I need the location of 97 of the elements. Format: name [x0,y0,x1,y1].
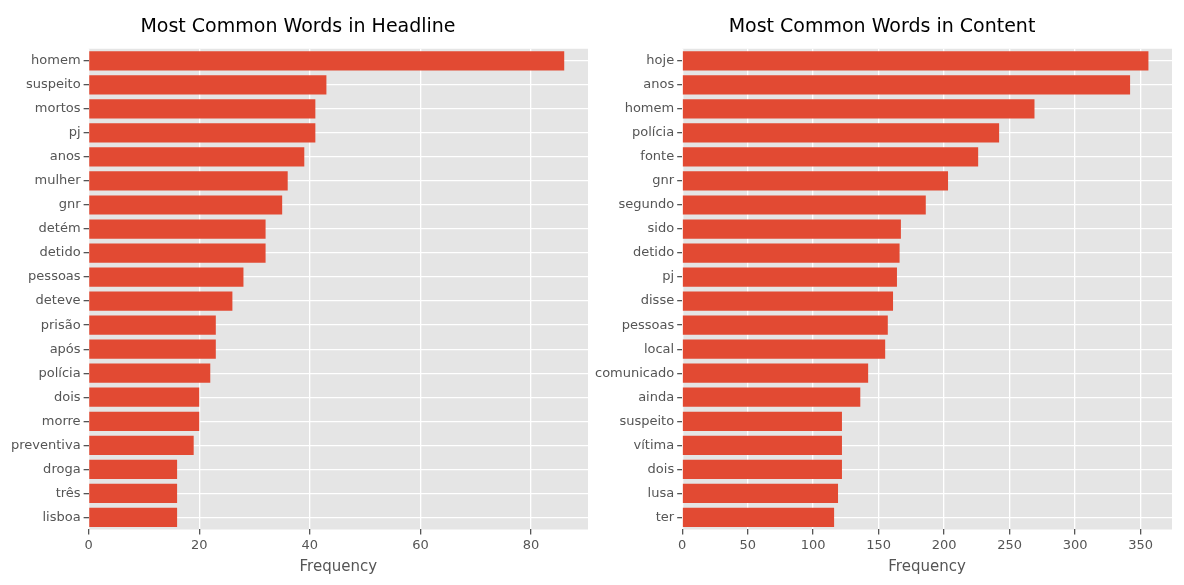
y-tick-label: preventiva [11,436,81,452]
bar [89,363,211,383]
x-tick-label: 350 [1128,536,1153,552]
y-tick-label: polícia [38,364,81,380]
y-tick-label: deteve [35,292,81,308]
bar [682,507,835,527]
bar [682,147,979,167]
bar [682,195,926,215]
x-tick-label: 300 [1062,536,1088,552]
bar [89,123,316,143]
x-tick-label: 0 [84,536,93,552]
y-tick-label: pj [662,268,675,284]
y-tick-label: pessoas [28,268,81,284]
y-tick-label: anos [49,148,81,164]
y-tick-label: suspeito [619,412,675,428]
x-tick-label: 50 [739,536,756,552]
y-tick-label: vítima [633,436,675,452]
y-tick-label: mulher [34,172,82,188]
x-axis-title: Frequency [888,556,966,575]
bar [89,339,216,359]
y-tick-label: ainda [638,388,675,404]
x-tick-label: 100 [800,536,826,552]
y-tick-label: segundo [618,196,675,212]
bar [682,99,1035,119]
bar [682,291,894,311]
bar [682,483,839,503]
y-tick-label: polícia [632,124,675,140]
y-tick-label: disse [640,292,675,308]
bar [89,411,200,431]
chart-title: Most Common Words in Headline [140,14,456,37]
bar [89,507,178,527]
y-tick-label: hoje [646,52,675,68]
bar [89,171,288,191]
bar [89,267,244,287]
x-tick-label: 80 [522,536,540,552]
bar [89,315,216,335]
x-tick-label: 0 [678,536,687,552]
y-tick-label: pj [68,124,81,140]
y-tick-label: droga [43,460,81,476]
y-tick-label: mortos [34,100,81,116]
y-tick-label: anos [643,76,675,92]
bar [682,123,1000,143]
bar [682,219,901,239]
bar [682,339,886,359]
y-tick-label: detido [39,244,81,260]
bar [682,435,842,455]
y-tick-label: morre [41,412,81,428]
x-axis-title: Frequency [299,556,378,575]
chart-title: Most Common Words in Content [728,14,1036,37]
x-tick-label: 250 [997,536,1023,552]
y-tick-label: dois [647,460,675,476]
y-tick-label: detido [633,244,675,260]
bar [89,291,233,311]
bar [89,387,200,407]
y-tick-label: gnr [58,196,82,212]
y-tick-label: comunicado [594,364,675,380]
bar [89,51,565,71]
y-tick-label: após [49,340,81,356]
y-tick-label: homem [624,100,675,116]
x-tick-label: 20 [190,536,208,552]
y-tick-label: sido [647,220,675,236]
bar [682,315,888,335]
y-tick-label: gnr [652,172,675,188]
y-tick-label: suspeito [25,76,81,92]
bar [89,147,305,167]
y-tick-label: fonte [640,148,675,164]
bar [89,195,283,215]
bar [89,219,266,239]
bar [89,483,178,503]
bar [682,363,869,383]
y-tick-label: ter [655,508,675,524]
y-tick-label: local [643,340,675,356]
bar [89,459,178,479]
y-tick-label: lisboa [42,508,81,524]
bar [682,171,949,191]
y-tick-label: dois [54,388,81,404]
bar [682,387,861,407]
bar [89,99,316,119]
y-tick-label: lusa [647,484,675,500]
bar [682,51,1149,71]
bar [682,75,1131,95]
y-tick-label: prisão [40,316,81,332]
y-tick-label: três [55,484,81,500]
bar [682,267,897,287]
y-tick-label: homem [31,52,81,68]
bar [89,243,266,263]
x-tick-label: 40 [301,536,319,552]
bar [89,75,327,95]
y-tick-label: detém [38,220,81,236]
y-tick-label: pessoas [621,316,675,332]
bar [682,243,900,263]
bar [682,411,842,431]
bar [89,435,194,455]
bar [682,459,842,479]
x-tick-label: 200 [931,536,957,552]
x-tick-label: 150 [866,536,892,552]
x-tick-label: 60 [412,536,429,552]
